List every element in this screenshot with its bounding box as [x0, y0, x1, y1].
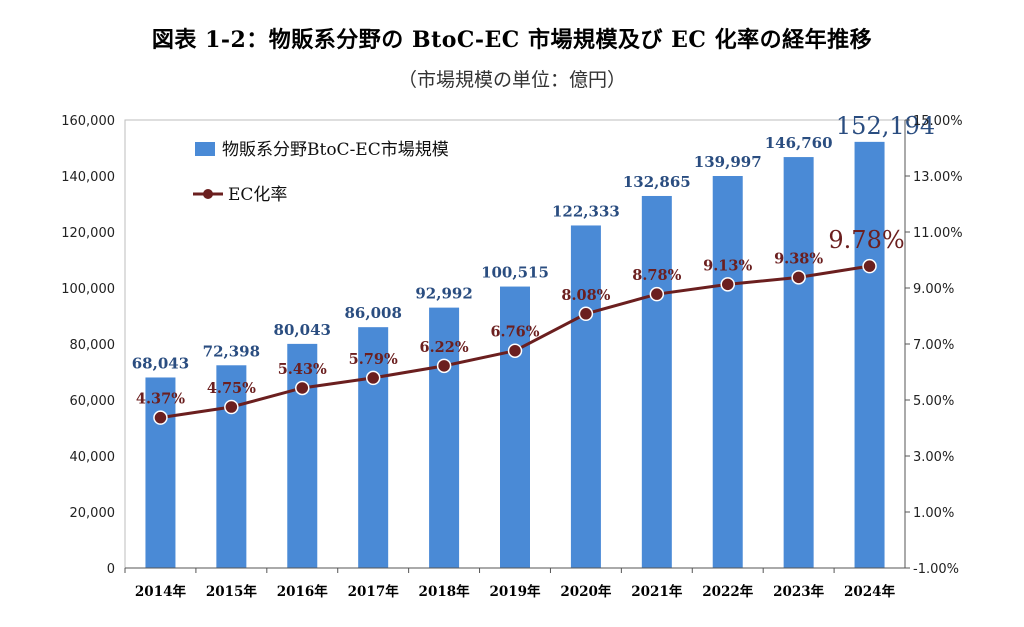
rate-value-label: 9.13%	[703, 257, 752, 274]
ec-rate-point	[507, 343, 523, 358]
y-left-tick-label: 160,000	[61, 114, 115, 129]
y-left-tick-label: 100,000	[61, 282, 115, 297]
ec-rate-point	[153, 410, 168, 425]
y-right-tick-label: 1.00%	[913, 506, 954, 521]
ec-rate-point	[862, 258, 877, 274]
y-right-tick-label: 5.00%	[913, 394, 954, 409]
y-left-tick-label: 0	[107, 562, 115, 577]
ec-rate-point	[649, 286, 665, 302]
x-tick-label: 2014年	[135, 583, 187, 600]
bar-value-label: 80,043	[274, 321, 331, 339]
rate-value-label: 5.43%	[278, 361, 327, 378]
ec-rate-point	[720, 277, 735, 292]
y-right-tick-label: 15.00%	[913, 114, 963, 129]
rate-value-label: 9.78%	[828, 226, 904, 254]
rate-value-label: 8.78%	[632, 267, 681, 284]
bar	[783, 157, 814, 568]
y-right-tick-label: 13.00%	[913, 170, 963, 185]
legend-bar-swatch	[195, 142, 215, 156]
x-tick-label: 2022年	[702, 583, 754, 600]
ec-rate-point	[224, 399, 239, 415]
rate-value-label: 4.37%	[136, 391, 185, 408]
bar-value-label: 122,333	[552, 202, 620, 220]
rate-value-label: 6.22%	[420, 339, 469, 356]
bar	[145, 377, 176, 568]
y-right-tick-label: 9.00%	[913, 282, 954, 297]
y-left-tick-label: 60,000	[70, 394, 116, 409]
bar-value-label: 152,194	[836, 112, 935, 140]
chart-legend: 物販系分野BtoC-EC市場規模 EC化率	[193, 140, 449, 205]
ec-rate-point	[578, 306, 594, 322]
bar	[712, 176, 743, 568]
x-tick-label: 2021年	[631, 583, 683, 600]
y-right-tick-label: 11.00%	[913, 226, 963, 241]
bar-value-label: 86,008	[344, 304, 401, 322]
bar-value-label: 68,043	[132, 354, 189, 372]
chart-subtitle: （市場規模の単位：億円）	[397, 69, 626, 91]
rate-value-label: 8.08%	[561, 287, 610, 304]
legend-bar-label: 物販系分野BtoC-EC市場規模	[222, 140, 449, 160]
x-tick-label: 2024年	[844, 583, 896, 600]
y-right-tick-label: 3.00%	[913, 450, 954, 465]
y-left-tick-label: 40,000	[70, 450, 116, 465]
x-tick-label: 2015年	[206, 583, 258, 600]
y-right-tick-label: -1.00%	[913, 562, 959, 577]
chart-title: 図表 1-2：物販系分野の BtoC-EC 市場規模及び EC 化率の経年推移	[151, 27, 873, 53]
bar-value-label: 146,760	[765, 134, 833, 152]
legend-line-marker	[203, 189, 213, 199]
y-right-tick-label: 7.00%	[913, 338, 954, 353]
ec-rate-point	[365, 370, 381, 386]
x-tick-label: 2017年	[348, 583, 400, 600]
bar-value-label: 92,992	[415, 285, 472, 303]
rate-value-label: 6.76%	[490, 324, 539, 341]
rate-value-label: 9.38%	[774, 250, 823, 267]
bar	[570, 225, 601, 569]
bar-value-label: 100,515	[481, 264, 549, 282]
legend-line-label: EC化率	[228, 185, 287, 205]
bar	[500, 286, 530, 568]
bar	[216, 365, 247, 568]
y-left-tick-label: 20,000	[70, 506, 116, 521]
ec-rate-point	[791, 270, 806, 285]
bar	[854, 141, 885, 568]
rate-value-label: 5.79%	[349, 351, 398, 368]
y-left-tick-label: 120,000	[61, 226, 115, 241]
bar	[429, 307, 460, 568]
x-tick-label: 2020年	[560, 583, 612, 600]
x-tick-label: 2019年	[489, 583, 541, 600]
y-left-tick-label: 80,000	[70, 338, 116, 353]
rate-value-label: 4.75%	[207, 380, 256, 397]
x-tick-label: 2023年	[773, 583, 825, 600]
bar-value-label: 139,997	[694, 153, 762, 171]
ec-rate-point	[295, 380, 310, 396]
ec-rate-point	[436, 358, 452, 374]
x-tick-label: 2018年	[419, 583, 471, 600]
bar	[358, 327, 389, 568]
x-tick-label: 2016年	[277, 583, 329, 600]
y-left-tick-label: 140,000	[61, 170, 115, 185]
bar-value-label: 132,865	[623, 173, 691, 191]
bar-value-label: 72,398	[203, 342, 260, 360]
bar	[641, 195, 672, 568]
